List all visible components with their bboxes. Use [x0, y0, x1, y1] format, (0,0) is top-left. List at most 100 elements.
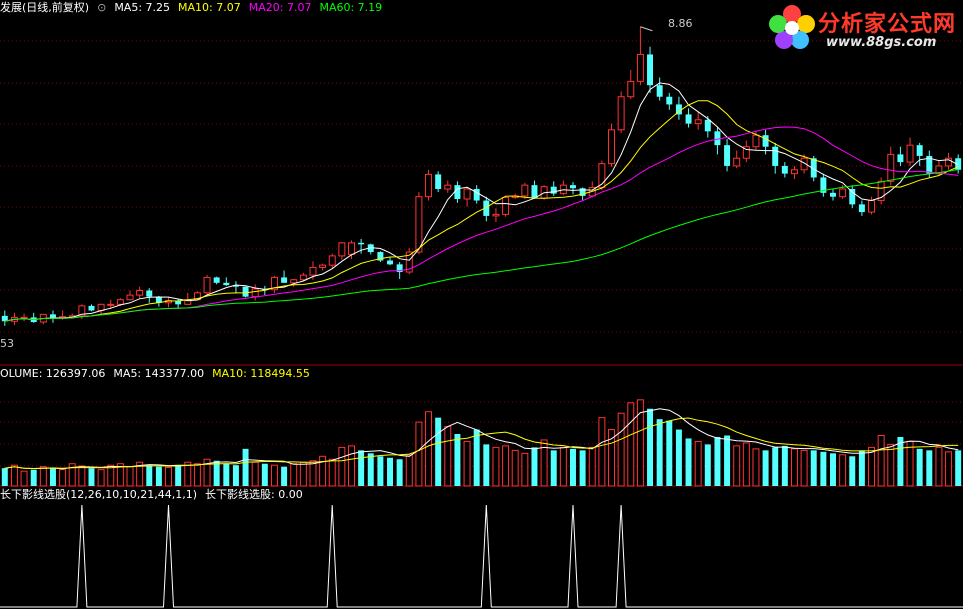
- volume-bar-down: [830, 453, 836, 486]
- volume-bar-down: [213, 460, 220, 486]
- volume-bar-up: [68, 463, 76, 487]
- volume-bar-down: [1, 468, 8, 486]
- volume-bar-down: [666, 420, 673, 486]
- volume-bar-down: [242, 448, 249, 486]
- volume-bar-up: [752, 448, 760, 487]
- volume-bar-series: [1, 399, 962, 487]
- candle-body-up: [203, 276, 211, 294]
- candle-body-down: [1, 315, 8, 322]
- candle-body-down: [377, 252, 384, 261]
- candle-body-down: [146, 290, 153, 297]
- volume-bar-up: [405, 454, 413, 487]
- candle-body-up: [415, 196, 423, 253]
- volume-bar-down: [714, 436, 721, 486]
- volume-bar-down: [49, 467, 56, 486]
- candle-body-up: [839, 188, 847, 198]
- volume-bar-up: [126, 466, 134, 487]
- candle-body-down: [858, 204, 865, 213]
- volume-bar-up: [608, 429, 615, 487]
- candle-body-up: [790, 169, 798, 175]
- candle-body-up: [78, 305, 86, 317]
- volume-bar-down: [377, 456, 384, 486]
- candle-body-up: [800, 157, 808, 171]
- volume-bar-up: [270, 464, 278, 487]
- candle-body-up: [521, 184, 529, 197]
- candle-body-down: [849, 189, 856, 205]
- candle-body-up: [290, 279, 298, 284]
- volume-bar-up: [733, 445, 741, 487]
- candle-body-down: [88, 305, 95, 311]
- price-panel-header: 发展(日线,前复权) ⊙ MA5: 7.25 MA10: 7.07 MA20: …: [0, 0, 382, 16]
- grid-lines: [0, 40, 963, 487]
- volume-bar-down: [155, 466, 162, 486]
- candle-body-down: [223, 282, 230, 286]
- candle-body-down: [483, 200, 490, 216]
- candle-body-up: [733, 157, 741, 167]
- ma5-line: [4, 82, 959, 322]
- candle-body-up: [906, 144, 914, 163]
- moving-average-lines: [4, 26, 959, 322]
- candle-body-down: [955, 158, 962, 170]
- volume-bar-up: [492, 446, 500, 487]
- candle-body-down: [531, 185, 538, 199]
- candle-body-down: [772, 146, 779, 166]
- candle-body-up: [463, 188, 471, 200]
- volume-bar-up: [463, 440, 471, 487]
- volume-bar-down: [926, 450, 933, 486]
- candle-body-up: [405, 251, 413, 273]
- volume-bar-down: [88, 468, 95, 486]
- volume-bar-down: [781, 445, 788, 486]
- candle-body-down: [724, 145, 731, 166]
- candle-body-up: [887, 153, 895, 182]
- volume-bar-down: [858, 450, 865, 486]
- volume-bar-down: [531, 447, 538, 486]
- volume-bar-up: [588, 446, 596, 487]
- volume-bar-up: [511, 449, 519, 487]
- volume-bar-up: [39, 466, 47, 487]
- volume-bar-down: [175, 465, 182, 486]
- volume-bar-up: [328, 458, 336, 487]
- volume-bar-up: [521, 452, 529, 487]
- candle-body-down: [916, 145, 923, 156]
- volume-bar-up: [617, 412, 625, 487]
- settings-circle-icon[interactable]: ⊙: [97, 1, 107, 14]
- ma10-line: [4, 100, 959, 322]
- indicator-value: 长下影线选股: 0.00: [205, 488, 303, 501]
- volume-bar-down: [772, 447, 779, 486]
- low-price-annotation: 53: [0, 337, 14, 350]
- candle-body-down: [569, 185, 576, 189]
- volume-bar-up: [165, 466, 173, 487]
- volume-bar-down: [820, 451, 827, 486]
- candle-body-down: [762, 135, 769, 147]
- volume-bar-up: [425, 411, 433, 487]
- candle-body-up: [116, 299, 124, 305]
- volume-bar-up: [251, 461, 259, 487]
- ma60-line: [4, 169, 959, 322]
- volume-bar-up: [338, 446, 346, 487]
- volume-bar-up: [97, 469, 105, 487]
- volume-bar-down: [223, 463, 230, 486]
- candle-body-up: [694, 119, 702, 125]
- candle-body-down: [232, 285, 239, 287]
- candle-body-down: [175, 300, 182, 305]
- logo-title: 分析家公式网: [818, 12, 957, 37]
- candle-body-up: [251, 288, 259, 298]
- candle-body-down: [387, 260, 394, 265]
- candle-body-up: [319, 264, 327, 268]
- volume-bar-down: [396, 459, 403, 486]
- candle-body-down: [685, 114, 692, 124]
- ma5-label: MA5: 7.25: [114, 1, 171, 14]
- volume-bar-up: [694, 440, 702, 487]
- candle-body-up: [126, 294, 134, 301]
- volume-bar-up: [348, 445, 355, 487]
- candle-body-up: [136, 289, 144, 296]
- volume-ma-lines: [4, 408, 959, 470]
- volume-bar-down: [955, 450, 962, 486]
- volume-bar-down: [916, 448, 923, 486]
- candle-body-down: [49, 314, 56, 319]
- volume-bar-down: [435, 417, 442, 486]
- candle-body-up: [617, 96, 625, 131]
- volume-bar-down: [762, 450, 769, 486]
- ma60-label: MA60: 7.19: [319, 1, 383, 14]
- volume-bar-up: [319, 455, 327, 487]
